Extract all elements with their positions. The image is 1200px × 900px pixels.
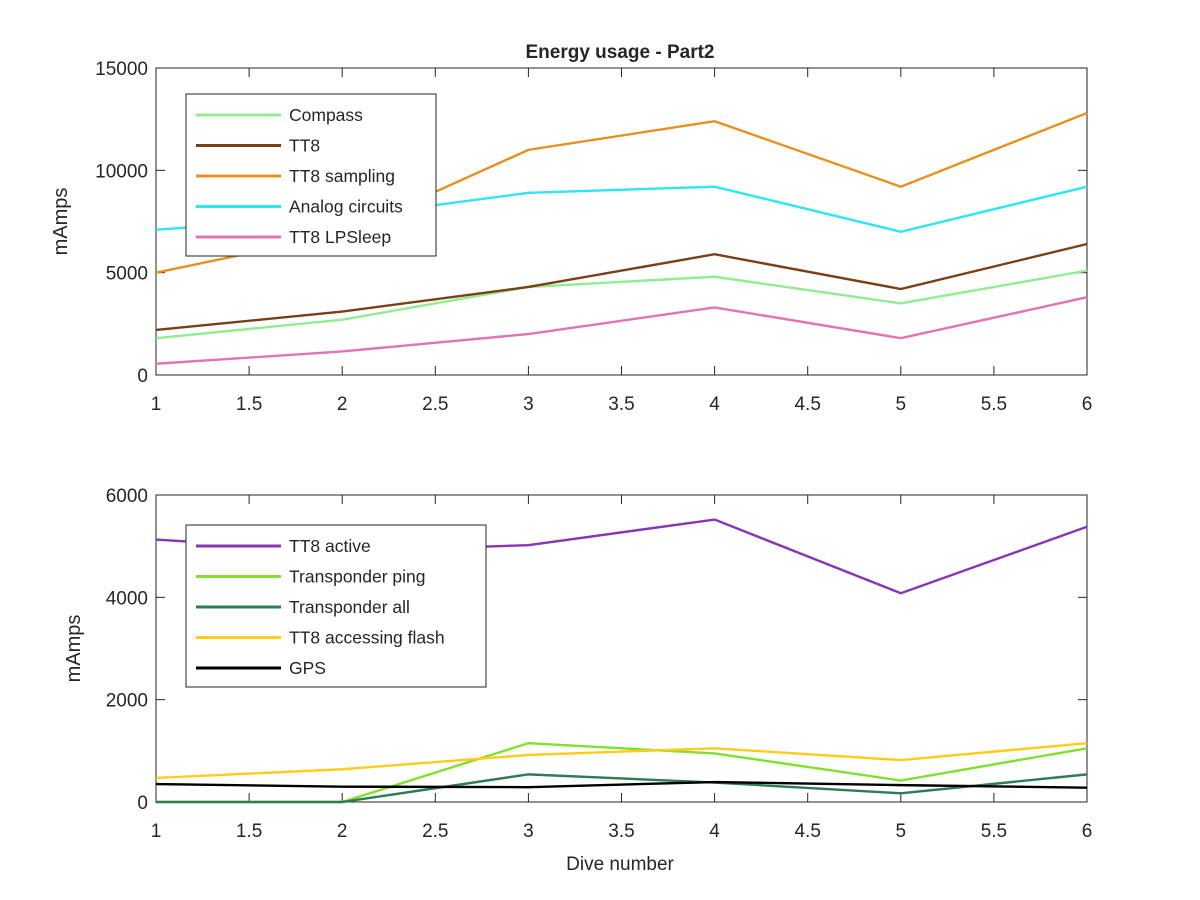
legend-label: TT8 sampling <box>289 166 395 186</box>
legend-label: TT8 accessing flash <box>289 628 445 648</box>
series-line-tt8-lpsleep <box>155 296 1088 365</box>
series-line-compass <box>155 269 1088 340</box>
x-tick-label: 4.5 <box>794 394 820 415</box>
x-tick-label: 5.5 <box>981 394 1007 415</box>
legend-label: TT8 active <box>289 536 371 556</box>
legend: Compass TT8 TT8 sampling Analog circuits TT8… <box>185 93 437 257</box>
x-tick-label: 2.5 <box>422 821 448 842</box>
x-tick-label: 4 <box>709 394 720 415</box>
x-tick-label: 1 <box>151 394 162 415</box>
y-tick-label: 10000 <box>95 161 148 182</box>
x-tick-label: 1 <box>151 821 162 842</box>
x-tick-label: 5.5 <box>981 821 1007 842</box>
x-axis-label: Dive number <box>566 854 674 875</box>
x-tick-label: 3 <box>523 821 534 842</box>
legend-label: Transponder ping <box>289 567 426 587</box>
x-tick-label: 5 <box>896 394 907 415</box>
x-tick-label: 1.5 <box>236 394 262 415</box>
x-tick-label: 3.5 <box>608 821 634 842</box>
x-tick-label: 5 <box>896 821 907 842</box>
legend-label: Compass <box>289 105 363 125</box>
y-tick-label: 0 <box>137 366 148 387</box>
legend-label: Analog circuits <box>289 197 403 217</box>
x-tick-label: 3 <box>523 394 534 415</box>
series-line-transponder-all <box>156 773 1088 804</box>
top-subplot: 1 1.5 2 2.5 3 3.5 4 4.5 5 5.5 6 0 5000 10000 15000 mAmp… <box>50 59 1092 415</box>
y-axis-label: mAmps <box>50 188 72 256</box>
y-tick-label: 4000 <box>106 588 148 609</box>
legend: TT8 active Transponder ping Transponder al… <box>185 524 487 688</box>
bottom-subplot: 1 1.5 2 2.5 3 3.5 4 4.5 5 5.5 6 0 2000 4000 6000 mAmps T… <box>63 486 1092 842</box>
x-tick-label: 2.5 <box>422 394 448 415</box>
legend-label: Transponder all <box>289 597 410 617</box>
series-line-tt8 <box>155 242 1088 332</box>
x-tick-label: 4.5 <box>794 821 820 842</box>
x-tick-label: 1.5 <box>236 821 262 842</box>
y-tick-label: 15000 <box>95 59 148 80</box>
x-tick-label: 2 <box>337 821 348 842</box>
legend-label: GPS <box>289 658 326 678</box>
series-line-tt8-accessing-flash <box>155 741 1088 780</box>
legend-label: TT8 LPSleep <box>289 227 391 247</box>
x-tick-label: 6 <box>1082 394 1093 415</box>
figure-title: Energy usage - Part2 <box>525 42 714 63</box>
x-tick-label: 2 <box>337 394 348 415</box>
y-tick-label: 0 <box>137 793 148 814</box>
series-line-gps <box>155 780 1088 789</box>
y-tick-label: 5000 <box>106 264 148 285</box>
legend-label: TT8 <box>289 136 320 156</box>
y-axis-label: mAmps <box>63 615 85 683</box>
x-tick-label: 4 <box>709 821 720 842</box>
y-tick-label: 2000 <box>106 691 148 712</box>
x-tick-label: 6 <box>1082 821 1093 842</box>
y-tick-label: 6000 <box>106 486 148 507</box>
x-tick-label: 3.5 <box>608 394 634 415</box>
